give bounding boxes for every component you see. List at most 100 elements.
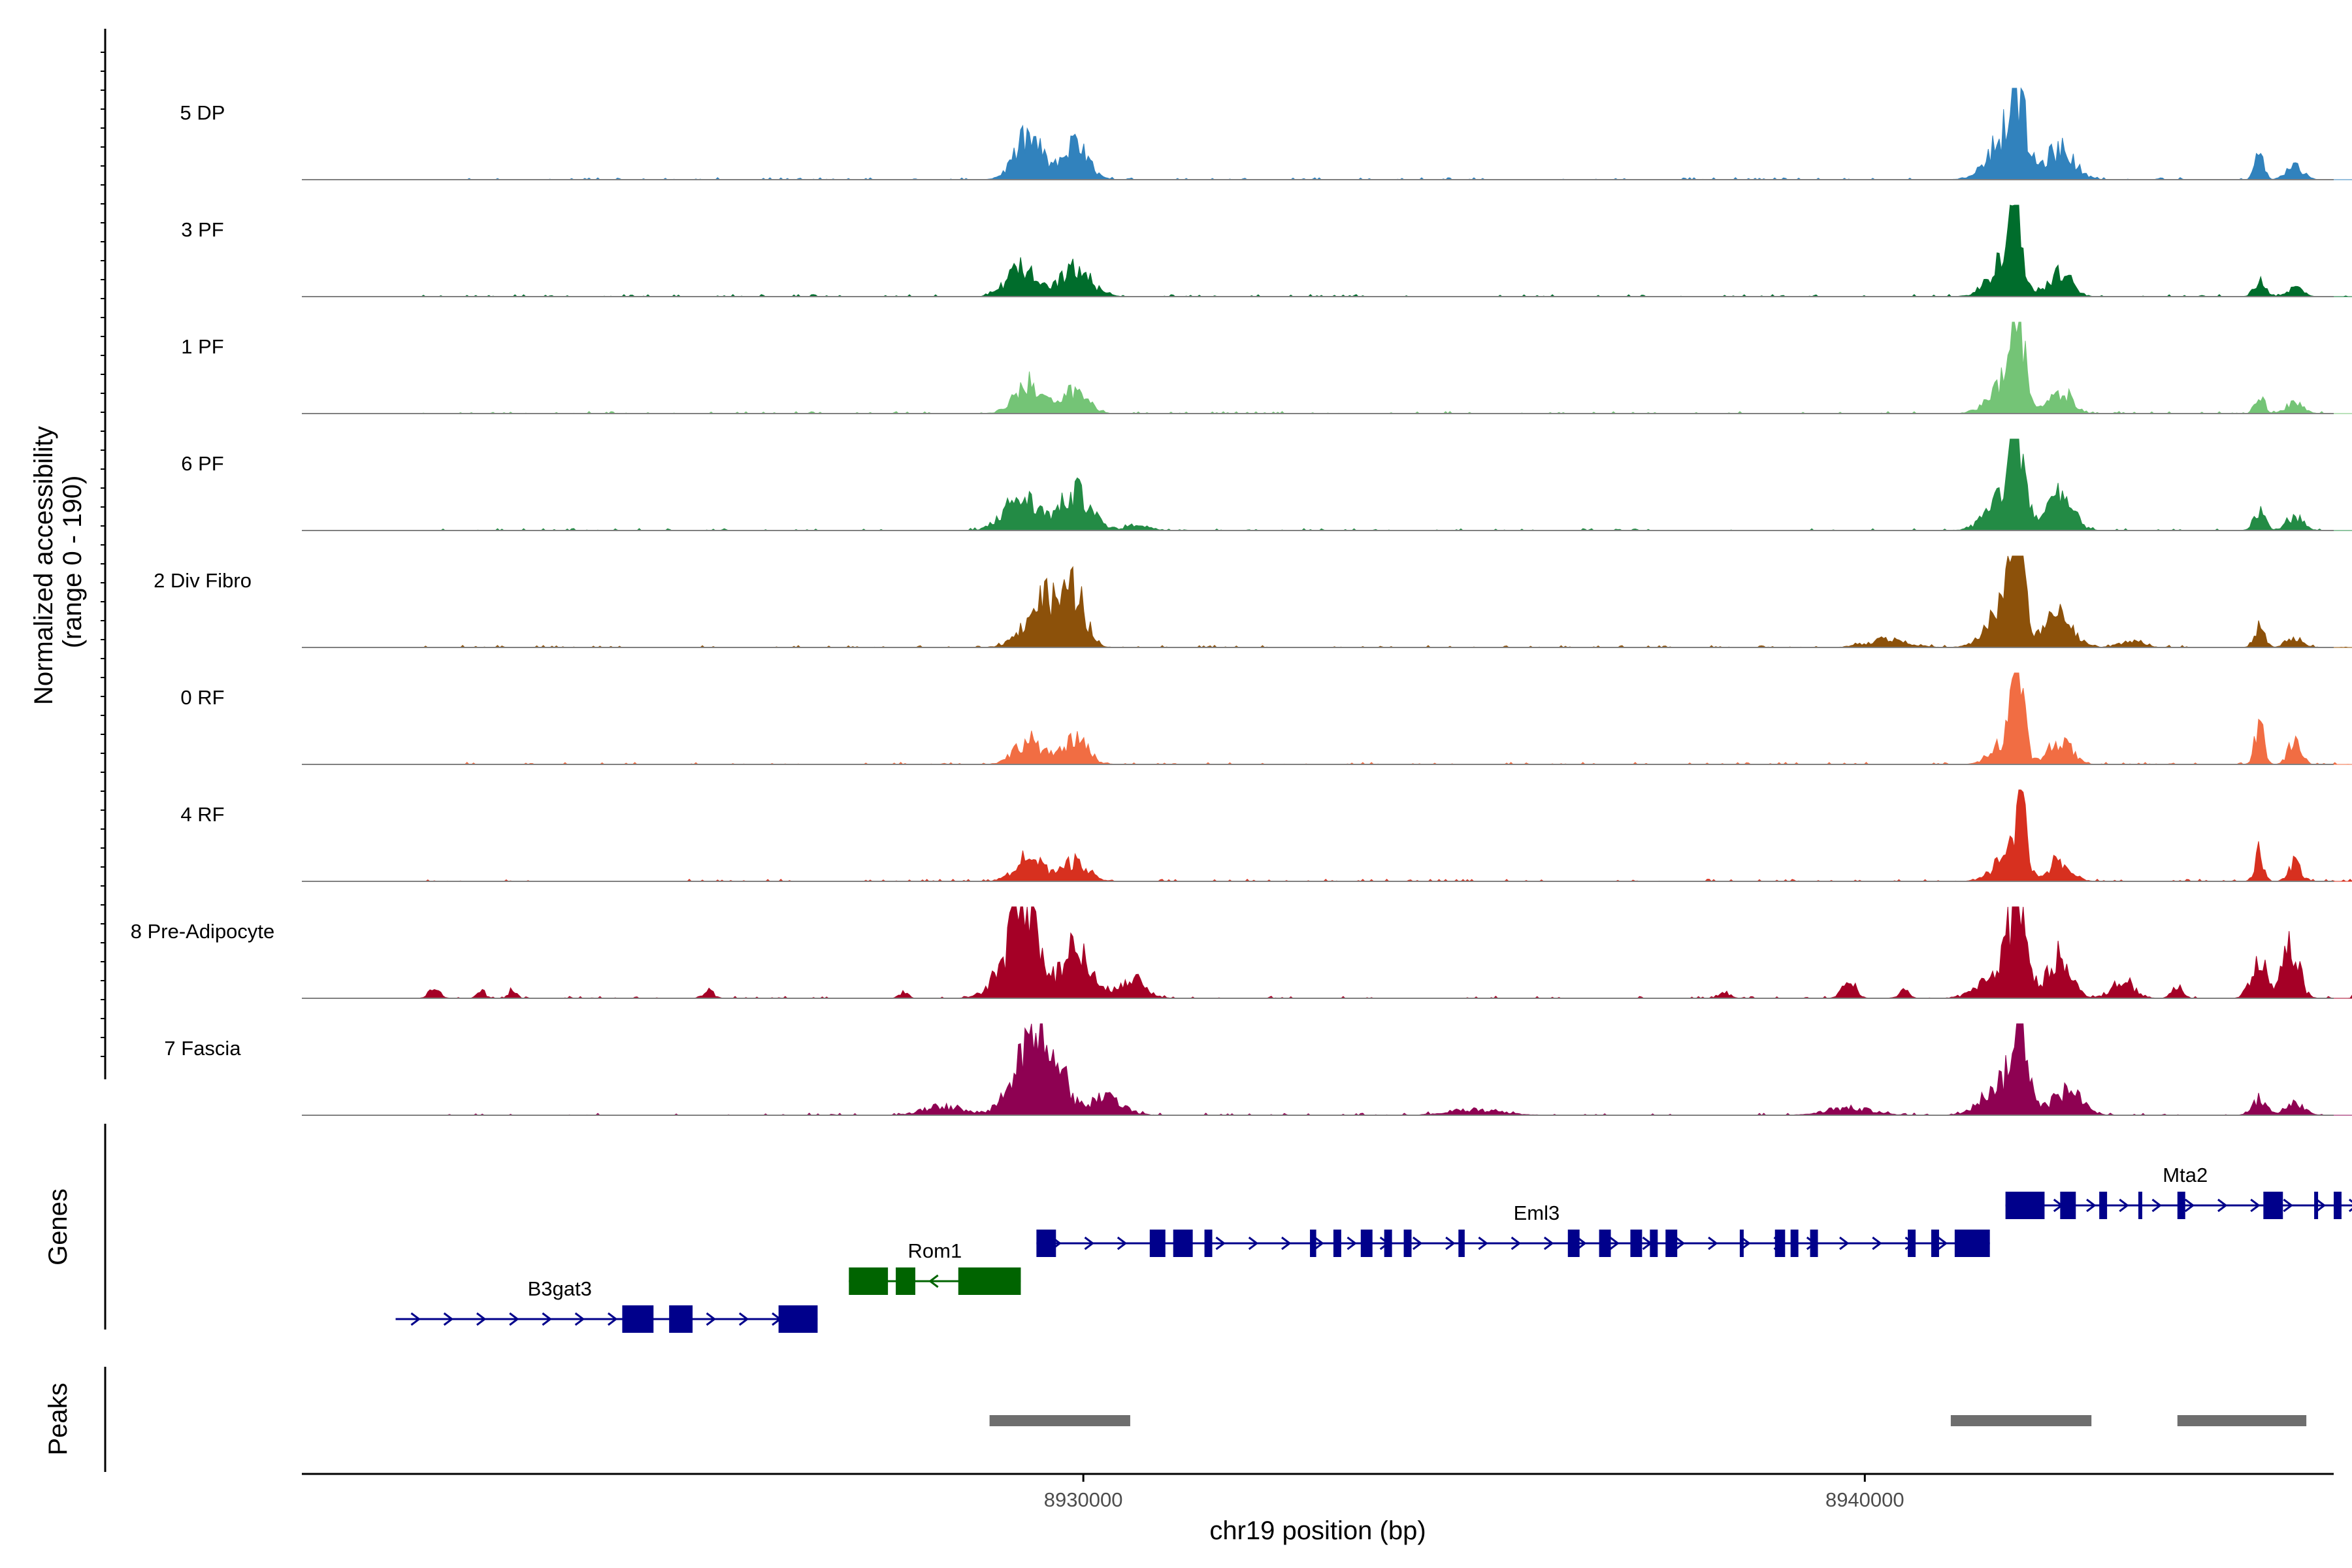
track-1-pf: 1 PF (181, 321, 2352, 414)
gene-exon (1739, 1230, 1744, 1257)
track-label: 0 RF (180, 686, 224, 709)
strand-arrow-icon (2184, 1198, 2195, 1213)
gene-exon (1333, 1230, 1341, 1257)
gene-exon (1599, 1230, 1611, 1257)
gene-exon (1403, 1230, 1412, 1257)
strand-arrow-icon (2315, 1198, 2327, 1213)
coverage-area (418, 906, 2352, 999)
gene-exon (1954, 1230, 1990, 1257)
gene-exon (1810, 1230, 1818, 1257)
gene-exon (778, 1305, 818, 1333)
strand-arrow-icon (1314, 1236, 1324, 1250)
gene-label: Mta2 (2163, 1164, 2208, 1186)
strand-arrow-icon (706, 1312, 717, 1326)
strand-arrow-icon (1543, 1236, 1554, 1250)
genes-panel: Genes B3gat3 Rom1 Eml3 Mta2 (44, 1124, 2352, 1333)
peak-region-bar (2177, 1415, 2307, 1426)
gene-exon (1665, 1230, 1678, 1257)
x-axis: 8930000 8940000 chr19 position (bp) (302, 1473, 2334, 1545)
track-3-pf: 3 PF (181, 204, 2352, 297)
strand-arrow-icon (607, 1312, 618, 1326)
gene-models: B3gat3 Rom1 Eml3 Mta2 (395, 1164, 2352, 1333)
strand-arrow-icon (1937, 1236, 1948, 1250)
coverage-area (419, 438, 2352, 531)
genes-panel-label: Genes (44, 1188, 73, 1266)
strand-arrow-icon (1708, 1236, 1718, 1250)
coverage-area (419, 672, 2352, 765)
strand-arrow-icon (2151, 1198, 2162, 1213)
coverage-area (419, 789, 2352, 882)
peaks-panel-label: Peaks (44, 1382, 73, 1455)
gene-exon (2314, 1192, 2319, 1219)
coverage-area (418, 204, 2352, 297)
strand-arrow-icon (1084, 1236, 1095, 1250)
coverage-tracks: 5 DP 3 PF 1 PF 6 PF 2 Div Fibro 0 RF 4 RF 8 Pre… (131, 87, 2352, 1116)
gene-exon (1204, 1230, 1213, 1257)
y-axis (101, 29, 106, 1079)
gene-b3gat3: B3gat3 (395, 1277, 818, 1333)
track-0-rf: 0 RF (180, 672, 2352, 765)
strand-arrow-icon (574, 1312, 585, 1326)
gene-exon (1790, 1230, 1799, 1257)
gene-exon (1774, 1230, 1786, 1257)
strand-arrow-icon (1445, 1236, 1456, 1250)
gene-exon (1567, 1230, 1580, 1257)
gene-exon (849, 1267, 889, 1295)
strand-arrow-icon (1674, 1236, 1686, 1250)
strand-arrow-icon (443, 1312, 454, 1326)
coverage-area (419, 87, 2352, 180)
gene-label: Rom1 (908, 1239, 962, 1262)
gene-exon (1650, 1230, 1658, 1257)
strand-arrow-icon (410, 1312, 421, 1326)
gene-exon (2005, 1192, 2045, 1219)
gene-exon (2099, 1192, 2108, 1219)
strand-arrow-icon (1347, 1236, 1357, 1250)
peaks-panel: Peaks (44, 1367, 2307, 1472)
strand-arrow-icon (1117, 1236, 1128, 1250)
track-label: 7 Fascia (164, 1037, 241, 1060)
x-tick-label: 8940000 (1825, 1488, 1904, 1511)
strand-arrow-icon (1281, 1236, 1292, 1250)
gene-eml3: Eml3 (1036, 1201, 1990, 1257)
strand-arrow-icon (2217, 1198, 2228, 1213)
coverage-area (419, 555, 2352, 648)
strand-arrow-icon (1511, 1236, 1522, 1250)
gene-exon (958, 1267, 1021, 1295)
strand-arrow-icon (1839, 1236, 1850, 1250)
gene-exon (2138, 1192, 2142, 1219)
track-label: 8 Pre-Adipocyte (131, 920, 275, 943)
y-axis-title-line1: Normalized accessibility (29, 426, 58, 705)
gene-exon (1036, 1230, 1056, 1257)
gene-exon (1908, 1230, 1916, 1257)
gene-exon (669, 1305, 693, 1333)
gene-exon (622, 1305, 654, 1333)
gene-mta2: Mta2 (2005, 1164, 2352, 1219)
strand-arrow-icon (542, 1312, 552, 1326)
track-label: 2 Div Fibro (154, 569, 252, 592)
peak-regions (989, 1415, 2307, 1426)
gene-exon (1310, 1230, 1316, 1257)
strand-arrow-icon (2086, 1198, 2097, 1213)
strand-arrow-icon (1872, 1236, 1882, 1250)
track-7-fascia: 7 Fascia (164, 1023, 2352, 1116)
gene-exon (1360, 1230, 1373, 1257)
gene-rom1: Rom1 (849, 1239, 1021, 1295)
track-label: 6 PF (181, 452, 223, 475)
x-axis-title: chr19 position (bp) (1209, 1516, 1426, 1545)
strand-arrow-icon (1215, 1236, 1226, 1250)
strand-arrow-icon (509, 1312, 519, 1326)
strand-arrow-icon (738, 1312, 749, 1326)
track-label: 3 PF (181, 218, 223, 241)
strand-arrow-icon (2283, 1198, 2293, 1213)
track-label: 4 RF (180, 803, 224, 826)
strand-arrow-icon (928, 1274, 939, 1288)
gene-exon (1931, 1230, 1939, 1257)
strand-arrow-icon (1248, 1236, 1259, 1250)
gene-label: B3gat3 (528, 1277, 592, 1300)
strand-arrow-icon (2250, 1198, 2261, 1213)
gene-exon (1149, 1230, 1166, 1257)
track-label: 5 DP (180, 101, 225, 124)
y-axis-title-line2: (range 0 - 190) (58, 476, 87, 649)
gene-exon (2334, 1192, 2342, 1219)
